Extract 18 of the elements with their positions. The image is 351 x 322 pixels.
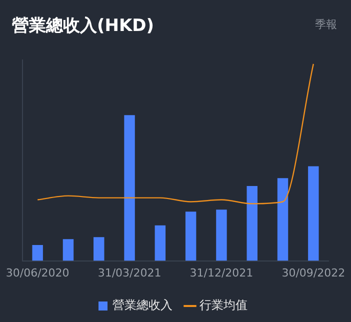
x-tick-label: 30/09/2022 xyxy=(282,266,346,280)
legend-label: 營業總收入 xyxy=(112,298,172,312)
text: 季報 xyxy=(315,17,337,32)
bar xyxy=(32,245,43,261)
bar xyxy=(124,115,135,261)
x-tick-label: 31/03/2021 xyxy=(98,266,162,280)
x-tick-label: 31/12/2021 xyxy=(190,266,254,280)
bar xyxy=(185,212,196,261)
bar xyxy=(277,178,288,261)
bar xyxy=(216,210,227,261)
bar xyxy=(154,225,166,261)
bar xyxy=(246,186,258,261)
chart-title: 營業總收入(HKD) xyxy=(12,15,154,37)
bar xyxy=(94,237,104,261)
legend-label: 行業均值 xyxy=(200,298,248,312)
x-tick-label: 30/06/2020 xyxy=(6,266,70,280)
bar xyxy=(62,239,74,261)
bar xyxy=(308,166,319,261)
